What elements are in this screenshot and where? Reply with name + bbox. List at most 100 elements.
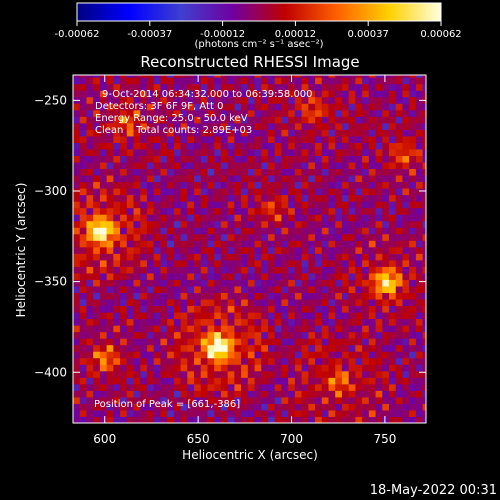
heatmap-cell [73,227,81,235]
heatmap-cell [247,75,256,78]
heatmap-cell [86,207,94,215]
heatmap-cell [328,325,336,333]
heatmap-cell [274,109,282,117]
heatmap-cell [207,318,215,326]
heatmap-cell [281,383,289,391]
heatmap-cell [294,135,303,143]
heatmap-cell [288,227,296,235]
heatmap-cell [375,135,383,143]
heatmap-cell [234,403,242,411]
heatmap-cell [261,142,269,150]
heatmap-cell [79,312,87,320]
heatmap-cell [113,357,121,365]
heatmap-cell [180,142,188,150]
heatmap-cell [99,312,108,320]
heatmap-cell [415,403,424,411]
heatmap-cell [261,246,269,254]
heatmap-cell [315,194,323,202]
heatmap-cell [113,116,121,124]
heatmap-cell [301,377,309,385]
heatmap-cell [422,201,426,209]
heatmap-cell [173,409,182,417]
heatmap-cell [160,351,168,359]
heatmap-cell [375,233,383,241]
heatmap-cell [241,155,249,163]
heatmap-cell [335,168,343,176]
heatmap-cell [86,299,94,307]
heatmap-cell [267,75,276,78]
heatmap-cell [281,142,289,150]
heatmap-cell [133,214,141,222]
heatmap-cell [167,155,175,163]
heatmap-cell [281,240,289,248]
heatmap-cell [382,344,390,352]
heatmap-cell [93,240,101,248]
heatmap-cell [227,75,235,78]
heatmap-cell [422,377,426,385]
heatmap-cell [274,364,282,372]
heatmap-cell [395,383,403,391]
heatmap-cell [301,272,309,280]
heatmap-cell [140,75,148,78]
heatmap-cell [126,396,135,404]
heatmap-cell [355,181,363,189]
heatmap-cell [93,90,101,98]
heatmap-cell [187,312,195,320]
heatmap-cell [106,272,114,280]
heatmap-cell [241,129,249,137]
heatmap-cell [395,181,403,189]
heatmap-cell [113,325,121,333]
heatmap-cell [267,181,276,189]
heatmap-cell [86,357,94,365]
heatmap-cell [234,318,242,326]
heatmap-cell [294,331,303,339]
heatmap-cell [146,377,155,385]
heatmap-cell [106,292,114,300]
heatmap-cell [247,318,256,326]
heatmap-cell [227,259,235,267]
heatmap-cell [73,292,81,300]
heatmap-cell [274,122,282,130]
heatmap-cell [348,403,356,411]
heatmap-cell [241,364,249,372]
heatmap-cell [389,227,397,235]
heatmap-cell [422,416,426,423]
heatmap-cell [153,77,161,85]
heatmap-cell [160,83,168,91]
heatmap-cell [93,416,101,423]
heatmap-cell [274,272,282,280]
heatmap-cell [389,168,397,176]
heatmap-cell [335,259,343,267]
heatmap-cell [167,83,175,91]
heatmap-cell [106,305,114,313]
heatmap-cell [187,175,195,183]
heatmap-cell [375,96,383,104]
heatmap-cell [120,266,128,274]
heatmap-cell [180,233,188,241]
heatmap-cell [274,396,282,404]
heatmap-cell [140,338,148,346]
heatmap-cell [194,175,202,183]
heatmap-cell [315,83,323,91]
heatmap-cell [382,240,390,248]
heatmap-cell [167,312,175,320]
heatmap-cell [375,240,383,248]
heatmap-cell [362,96,370,104]
heatmap-cell [422,116,426,124]
heatmap-cell [409,142,417,150]
heatmap-cell [126,318,135,326]
heatmap-cell [86,148,94,156]
heatmap-cell [315,162,323,170]
heatmap-cell [73,109,81,117]
heatmap-cell [294,233,303,241]
heatmap-cell [194,148,202,156]
heatmap-cell [288,292,296,300]
heatmap-cell [86,103,94,111]
heatmap-cell [348,259,356,267]
heatmap-cell [422,409,426,417]
heatmap-cell [241,194,249,202]
heatmap-cell [301,364,309,372]
heatmap-cell [207,162,215,170]
heatmap-cell [220,305,229,313]
heatmap-cell [328,318,336,326]
